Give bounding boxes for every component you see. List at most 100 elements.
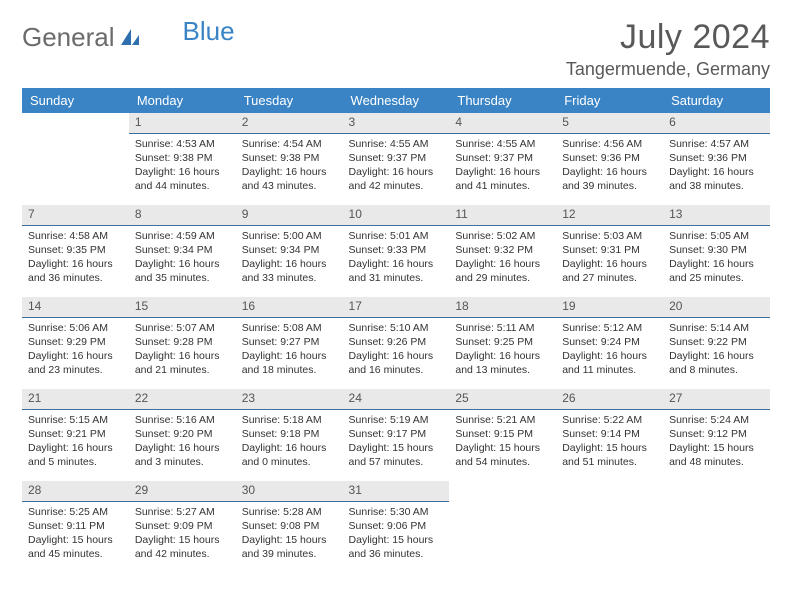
- dl1-text: Daylight: 16 hours: [562, 257, 657, 271]
- day-details: Sunrise: 5:25 AMSunset: 9:11 PMDaylight:…: [22, 502, 129, 568]
- dl2-text: and 45 minutes.: [28, 547, 123, 561]
- sunrise-text: Sunrise: 5:05 AM: [669, 229, 764, 243]
- weekday-sun: Sunday: [22, 88, 129, 113]
- day-number: 10: [343, 205, 450, 226]
- sunrise-text: Sunrise: 5:19 AM: [349, 413, 444, 427]
- day-details: Sunrise: 4:55 AMSunset: 9:37 PMDaylight:…: [449, 134, 556, 200]
- dl2-text: and 54 minutes.: [455, 455, 550, 469]
- sunset-text: Sunset: 9:27 PM: [242, 335, 337, 349]
- calendar-cell: 11Sunrise: 5:02 AMSunset: 9:32 PMDayligh…: [449, 205, 556, 297]
- day-details: Sunrise: 5:24 AMSunset: 9:12 PMDaylight:…: [663, 410, 770, 476]
- sunset-text: Sunset: 9:37 PM: [455, 151, 550, 165]
- sunrise-text: Sunrise: 5:11 AM: [455, 321, 550, 335]
- sunset-text: Sunset: 9:11 PM: [28, 519, 123, 533]
- calendar-cell: 22Sunrise: 5:16 AMSunset: 9:20 PMDayligh…: [129, 389, 236, 481]
- dl1-text: Daylight: 15 hours: [242, 533, 337, 547]
- brand-logo: General Blue: [22, 18, 235, 53]
- month-title: July 2024: [566, 18, 770, 57]
- dl2-text: and 33 minutes.: [242, 271, 337, 285]
- dl1-text: Daylight: 16 hours: [28, 257, 123, 271]
- sunset-text: Sunset: 9:28 PM: [135, 335, 230, 349]
- sunrise-text: Sunrise: 5:18 AM: [242, 413, 337, 427]
- calendar-table: Sunday Monday Tuesday Wednesday Thursday…: [22, 88, 770, 573]
- sunset-text: Sunset: 9:32 PM: [455, 243, 550, 257]
- brand-part2: Blue: [183, 16, 235, 47]
- calendar-cell: 15Sunrise: 5:07 AMSunset: 9:28 PMDayligh…: [129, 297, 236, 389]
- day-number: 22: [129, 389, 236, 410]
- dl1-text: Daylight: 16 hours: [135, 165, 230, 179]
- dl1-text: Daylight: 16 hours: [242, 349, 337, 363]
- day-details: Sunrise: 4:58 AMSunset: 9:35 PMDaylight:…: [22, 226, 129, 292]
- sunset-text: Sunset: 9:24 PM: [562, 335, 657, 349]
- sunrise-text: Sunrise: 4:59 AM: [135, 229, 230, 243]
- calendar-row: 14Sunrise: 5:06 AMSunset: 9:29 PMDayligh…: [22, 297, 770, 389]
- day-details: Sunrise: 4:54 AMSunset: 9:38 PMDaylight:…: [236, 134, 343, 200]
- day-details: Sunrise: 5:01 AMSunset: 9:33 PMDaylight:…: [343, 226, 450, 292]
- day-details: Sunrise: 5:05 AMSunset: 9:30 PMDaylight:…: [663, 226, 770, 292]
- sunrise-text: Sunrise: 5:14 AM: [669, 321, 764, 335]
- calendar-cell: 29Sunrise: 5:27 AMSunset: 9:09 PMDayligh…: [129, 481, 236, 573]
- day-details: Sunrise: 5:12 AMSunset: 9:24 PMDaylight:…: [556, 318, 663, 384]
- calendar-cell: 3Sunrise: 4:55 AMSunset: 9:37 PMDaylight…: [343, 113, 450, 205]
- day-details: Sunrise: 5:27 AMSunset: 9:09 PMDaylight:…: [129, 502, 236, 568]
- calendar-cell: 26Sunrise: 5:22 AMSunset: 9:14 PMDayligh…: [556, 389, 663, 481]
- dl2-text: and 35 minutes.: [135, 271, 230, 285]
- day-details: Sunrise: 5:00 AMSunset: 9:34 PMDaylight:…: [236, 226, 343, 292]
- dl2-text: and 43 minutes.: [242, 179, 337, 193]
- day-details: Sunrise: 5:22 AMSunset: 9:14 PMDaylight:…: [556, 410, 663, 476]
- calendar-cell: 12Sunrise: 5:03 AMSunset: 9:31 PMDayligh…: [556, 205, 663, 297]
- day-details: Sunrise: 5:21 AMSunset: 9:15 PMDaylight:…: [449, 410, 556, 476]
- dl1-text: Daylight: 16 hours: [242, 257, 337, 271]
- day-number: 2: [236, 113, 343, 134]
- day-number: 9: [236, 205, 343, 226]
- calendar-cell: 24Sunrise: 5:19 AMSunset: 9:17 PMDayligh…: [343, 389, 450, 481]
- day-number: 3: [343, 113, 450, 134]
- day-number: 13: [663, 205, 770, 226]
- sunset-text: Sunset: 9:15 PM: [455, 427, 550, 441]
- day-details: Sunrise: 5:16 AMSunset: 9:20 PMDaylight:…: [129, 410, 236, 476]
- dl1-text: Daylight: 16 hours: [562, 349, 657, 363]
- day-details: Sunrise: 5:07 AMSunset: 9:28 PMDaylight:…: [129, 318, 236, 384]
- calendar-cell: 30Sunrise: 5:28 AMSunset: 9:08 PMDayligh…: [236, 481, 343, 573]
- sunrise-text: Sunrise: 5:27 AM: [135, 505, 230, 519]
- sail-icon: [119, 27, 141, 49]
- weekday-fri: Friday: [556, 88, 663, 113]
- day-number: 14: [22, 297, 129, 318]
- sunset-text: Sunset: 9:09 PM: [135, 519, 230, 533]
- location-text: Tangermuende, Germany: [566, 59, 770, 80]
- sunrise-text: Sunrise: 4:55 AM: [455, 137, 550, 151]
- sunrise-text: Sunrise: 4:53 AM: [135, 137, 230, 151]
- sunset-text: Sunset: 9:30 PM: [669, 243, 764, 257]
- dl2-text: and 36 minutes.: [28, 271, 123, 285]
- day-details: Sunrise: 5:28 AMSunset: 9:08 PMDaylight:…: [236, 502, 343, 568]
- dl2-text: and 31 minutes.: [349, 271, 444, 285]
- dl1-text: Daylight: 16 hours: [28, 349, 123, 363]
- dl1-text: Daylight: 15 hours: [455, 441, 550, 455]
- day-number: 15: [129, 297, 236, 318]
- sunrise-text: Sunrise: 4:57 AM: [669, 137, 764, 151]
- calendar-row: 1Sunrise: 4:53 AMSunset: 9:38 PMDaylight…: [22, 113, 770, 205]
- dl1-text: Daylight: 16 hours: [349, 349, 444, 363]
- sunset-text: Sunset: 9:33 PM: [349, 243, 444, 257]
- dl1-text: Daylight: 16 hours: [135, 257, 230, 271]
- calendar-cell: 1Sunrise: 4:53 AMSunset: 9:38 PMDaylight…: [129, 113, 236, 205]
- sunrise-text: Sunrise: 5:25 AM: [28, 505, 123, 519]
- day-number: 11: [449, 205, 556, 226]
- day-number: 25: [449, 389, 556, 410]
- calendar-cell: 27Sunrise: 5:24 AMSunset: 9:12 PMDayligh…: [663, 389, 770, 481]
- dl2-text: and 18 minutes.: [242, 363, 337, 377]
- dl2-text: and 51 minutes.: [562, 455, 657, 469]
- dl1-text: Daylight: 16 hours: [455, 257, 550, 271]
- sunset-text: Sunset: 9:12 PM: [669, 427, 764, 441]
- sunrise-text: Sunrise: 4:55 AM: [349, 137, 444, 151]
- sunset-text: Sunset: 9:25 PM: [455, 335, 550, 349]
- dl2-text: and 42 minutes.: [135, 547, 230, 561]
- calendar-cell: 4Sunrise: 4:55 AMSunset: 9:37 PMDaylight…: [449, 113, 556, 205]
- sunrise-text: Sunrise: 5:01 AM: [349, 229, 444, 243]
- dl2-text: and 0 minutes.: [242, 455, 337, 469]
- day-number: 17: [343, 297, 450, 318]
- weekday-header-row: Sunday Monday Tuesday Wednesday Thursday…: [22, 88, 770, 113]
- dl2-text: and 36 minutes.: [349, 547, 444, 561]
- sunrise-text: Sunrise: 4:58 AM: [28, 229, 123, 243]
- calendar-cell: [22, 113, 129, 205]
